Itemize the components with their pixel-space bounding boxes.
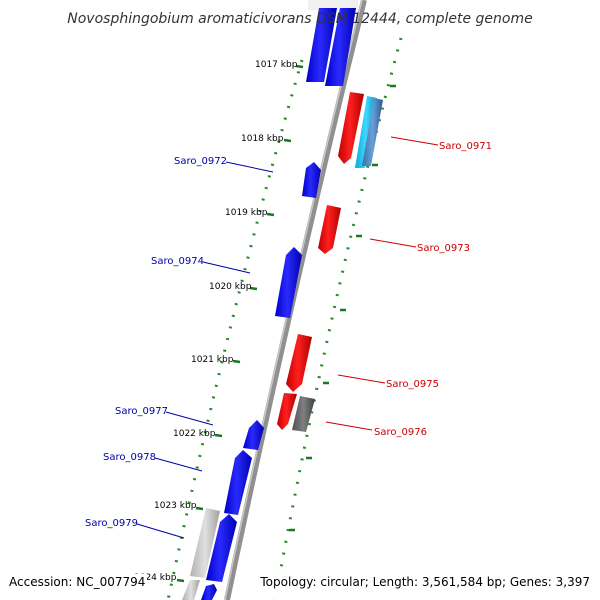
gene-label-saro-0972[interactable]: Saro_0972 (174, 156, 227, 167)
leader-lines-blue (136, 161, 274, 539)
topology-text: Topology: circular; Length: 3,561,584 bp… (258, 574, 592, 590)
inner-dotted-track (166, 59, 304, 600)
kbp-label-1018: 1018 kbp (241, 134, 284, 144)
gene-saro-0974[interactable] (275, 247, 302, 318)
gene-saro-0976-grey[interactable] (292, 396, 315, 432)
kbp-label-1021: 1021 kbp (191, 355, 234, 365)
gene-label-saro-0976[interactable]: Saro_0976 (374, 427, 427, 438)
gene-label-saro-0975[interactable]: Saro_0975 (386, 379, 439, 390)
gene-label-saro-0973[interactable]: Saro_0973 (417, 243, 470, 254)
gene-unlabeled-3[interactable] (182, 580, 200, 600)
gene-label-saro-0974[interactable]: Saro_0974 (151, 256, 204, 267)
kbp-label-1023: 1023 kbp (154, 501, 197, 511)
gene-saro-0973[interactable] (318, 205, 341, 254)
gene-saro-0977[interactable] (243, 420, 264, 450)
top-feature-fade (308, 0, 358, 10)
gene-unlabeled-1[interactable] (306, 8, 337, 82)
gene-saro-0972[interactable] (302, 162, 321, 198)
kbp-label-1024: 1024 kbp (134, 573, 177, 583)
gene-label-saro-0978[interactable]: Saro_0978 (103, 452, 156, 463)
genome-title: Novosphingobium aromaticivorans DSM 1244… (67, 11, 532, 27)
gene-unlabeled-4[interactable] (201, 584, 217, 600)
gene-unlabeled-2[interactable] (325, 8, 356, 86)
gene-label-saro-0979[interactable]: Saro_0979 (85, 518, 138, 529)
gene-saro-0975[interactable] (286, 334, 312, 392)
gene-label-saro-0971[interactable]: Saro_0971 (439, 141, 492, 152)
kbp-tick-marks (176, 64, 304, 583)
kbp-label-1020: 1020 kbp (209, 282, 252, 292)
gene-saro-0971-arrow[interactable] (338, 92, 364, 164)
kbp-label-1017: 1017 kbp (255, 60, 298, 70)
gene-saro-0979-light[interactable] (190, 508, 220, 578)
kbp-label-1022: 1022 kbp (173, 429, 216, 439)
gene-label-saro-0977[interactable]: Saro_0977 (115, 406, 168, 417)
leader-lines-red (325, 136, 439, 431)
gene-saro-0978[interactable] (224, 450, 252, 515)
gene-saro-0971-steel[interactable] (362, 98, 383, 166)
gene-saro-0976-red[interactable] (277, 393, 297, 430)
outer-dotted-track (273, 37, 403, 600)
outer-tick-marks (289, 84, 396, 532)
gene-saro-0979[interactable] (206, 514, 237, 582)
genome-backbone (224, 0, 367, 600)
kbp-label-1019: 1019 kbp (225, 208, 268, 218)
accession-text: Accession: NC_007794 (7, 574, 148, 590)
